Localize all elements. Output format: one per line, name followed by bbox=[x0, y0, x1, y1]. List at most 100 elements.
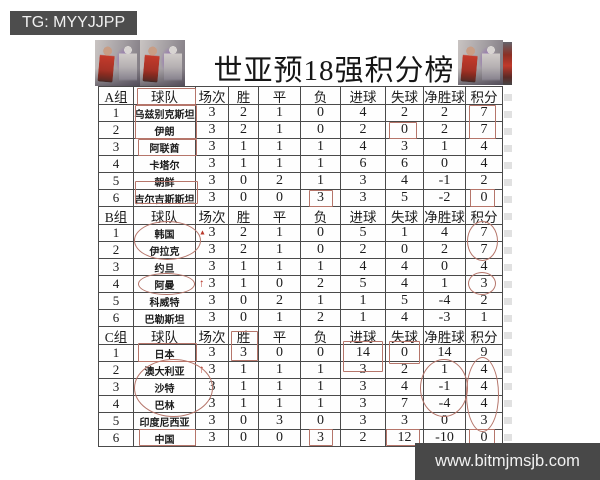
stat-cell: 0 bbox=[386, 122, 424, 139]
stat-cell: 3 bbox=[301, 430, 341, 447]
stat-cell-label: 6 bbox=[401, 156, 408, 171]
stat-cell: 4 bbox=[466, 156, 503, 173]
stat-cell: 0 bbox=[259, 345, 301, 362]
team-cell: 沙特 bbox=[134, 379, 196, 396]
stat-cell-label: 4 bbox=[480, 379, 488, 394]
stat-cell-label: 1 bbox=[441, 362, 448, 377]
stat-cell-label: 4 bbox=[359, 105, 367, 120]
stat-cell: 2 bbox=[301, 276, 341, 293]
team-cell: 吉尔吉斯斯坦 bbox=[134, 190, 196, 207]
stat-cell-label: 1 bbox=[240, 139, 247, 154]
stat-cell: 2 bbox=[386, 105, 424, 122]
stat-cell-label: 5 bbox=[359, 225, 367, 240]
stat-cell: 1 bbox=[229, 379, 259, 396]
stat-cell: -4 bbox=[424, 293, 466, 310]
column-header: 平 bbox=[259, 327, 301, 345]
stat-cell-label: 0 bbox=[441, 259, 448, 274]
stat-cell: 4 bbox=[341, 259, 386, 276]
stat-cell-label: 7 bbox=[401, 396, 408, 411]
stat-cell: 3 bbox=[341, 190, 386, 207]
column-header-label: 净胜球 bbox=[424, 329, 465, 345]
stat-cell-label: 1 bbox=[276, 362, 283, 377]
team-cell-label: 日本 bbox=[154, 349, 175, 361]
stat-cell: 1 bbox=[259, 225, 301, 242]
stat-cell-label: 3 bbox=[359, 396, 367, 411]
stat-cell-label: 1 bbox=[317, 173, 324, 188]
stat-cell-label: 3 bbox=[208, 362, 216, 377]
stat-cell-label: 0 bbox=[317, 105, 324, 120]
stat-cell: 1 bbox=[229, 362, 259, 379]
column-header-label: 负 bbox=[313, 209, 328, 225]
stat-cell: 4 bbox=[386, 276, 424, 293]
column-header-label: 场次 bbox=[198, 329, 226, 345]
rank-cell-label: 4 bbox=[112, 276, 120, 291]
rank-cell-label: 5 bbox=[112, 293, 120, 308]
stat-cell-label: 0 bbox=[276, 190, 283, 205]
column-header: 积分 bbox=[466, 327, 503, 345]
group-label-label: A组 bbox=[104, 89, 128, 105]
rank-cell: 1 bbox=[99, 225, 134, 242]
stat-cell-label: -4 bbox=[438, 396, 451, 411]
column-header: 球队 bbox=[134, 207, 196, 225]
stat-cell: 1 bbox=[259, 310, 301, 327]
team-cell-label: 阿联酋 bbox=[149, 143, 180, 155]
jpeg-artifact-strip bbox=[504, 94, 512, 442]
rank-cell-label: 3 bbox=[112, 259, 120, 274]
stat-cell: 0 bbox=[301, 345, 341, 362]
team-cell-label: 科威特 bbox=[149, 297, 180, 309]
stat-cell: 4 bbox=[386, 173, 424, 190]
stat-cell-label: 4 bbox=[480, 156, 488, 171]
column-header: 球队 bbox=[134, 87, 196, 105]
stat-cell-label: 2 bbox=[401, 105, 408, 120]
rank-cell-label: 2 bbox=[112, 242, 120, 257]
stat-cell-label: 4 bbox=[480, 396, 488, 411]
stat-cell-label: 3 bbox=[208, 156, 216, 171]
stat-cell: 1 bbox=[259, 396, 301, 413]
standings-table: A组 球队 场次胜平负进球 失球 净胜球 积分 1 乌兹别克斯坦 3 2 1 0 4 2 2 7 2 伊朗 3 2 1 0… bbox=[98, 86, 503, 447]
stat-cell-label: 4 bbox=[401, 173, 408, 188]
column-header: 失球 bbox=[386, 327, 424, 345]
column-header-label: 积分 bbox=[470, 209, 498, 225]
stat-cell-label: 4 bbox=[441, 225, 448, 240]
stat-cell-label: 1 bbox=[359, 310, 367, 325]
stat-cell: 3 bbox=[341, 396, 386, 413]
column-header: 净胜球 bbox=[424, 207, 466, 225]
column-header: 失球 bbox=[386, 207, 424, 225]
stat-cell: 0 bbox=[301, 242, 341, 259]
stat-cell-label: -4 bbox=[438, 293, 451, 308]
stat-cell-label: 3 bbox=[208, 310, 216, 325]
stat-cell: 4 bbox=[341, 139, 386, 156]
stat-cell: 0 bbox=[259, 276, 301, 293]
stat-cell-label: 3 bbox=[359, 413, 367, 428]
stat-cell-label: 4 bbox=[401, 379, 408, 394]
stat-cell: 3 ↑ bbox=[196, 276, 229, 293]
stat-cell-label: 0 bbox=[317, 225, 324, 240]
stat-cell-label: 3 bbox=[317, 430, 324, 445]
stat-cell-label: 0 bbox=[480, 430, 488, 445]
stat-cell: 0 bbox=[229, 430, 259, 447]
stat-cell-label: 1 bbox=[317, 293, 324, 308]
stat-cell-label: 1 bbox=[276, 122, 283, 137]
stat-cell: 2 bbox=[259, 293, 301, 310]
stat-cell: 7 bbox=[386, 396, 424, 413]
stat-cell: 4 bbox=[386, 379, 424, 396]
stat-cell-label: 1 bbox=[276, 139, 283, 154]
stat-cell: -4 bbox=[424, 396, 466, 413]
stat-cell: 1 bbox=[301, 259, 341, 276]
stat-cell-label: 2 bbox=[359, 242, 367, 257]
stat-cell-label: 2 bbox=[317, 310, 324, 325]
stat-cell-label: 1 bbox=[317, 362, 324, 377]
column-header-label: 进球 bbox=[349, 209, 377, 225]
stat-cell-label: 1 bbox=[240, 379, 247, 394]
rank-cell-label: 6 bbox=[112, 190, 120, 205]
stat-cell: 1 bbox=[259, 379, 301, 396]
stat-cell-label: 3 bbox=[359, 379, 367, 394]
stat-cell: 1 bbox=[259, 139, 301, 156]
stat-cell: 1 bbox=[229, 276, 259, 293]
rank-cell: 2 bbox=[99, 122, 134, 139]
stat-cell: 1 bbox=[229, 259, 259, 276]
stat-cell: 4 bbox=[424, 225, 466, 242]
stat-cell: 1 bbox=[259, 242, 301, 259]
rank-cell: 2 bbox=[99, 362, 134, 379]
column-header: 进球 bbox=[341, 87, 386, 105]
